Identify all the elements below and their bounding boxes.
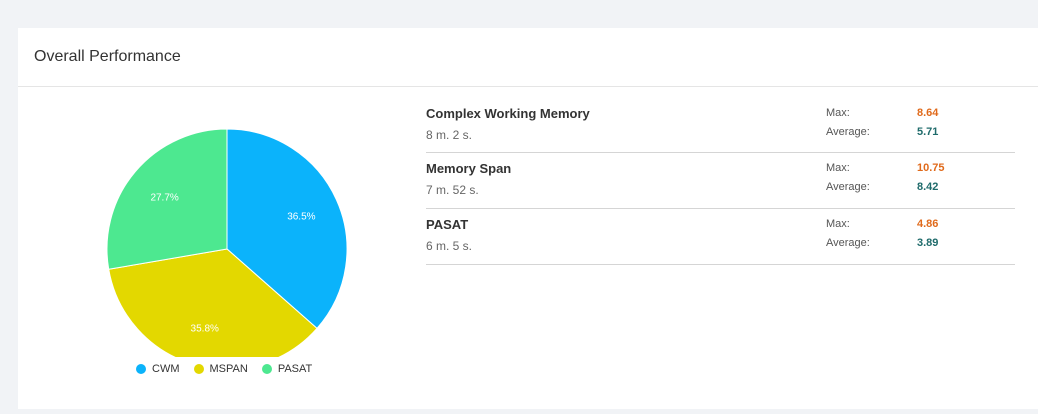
pie-chart: 36.5% 35.8% 27.7%	[106, 128, 348, 357]
test-name: Memory Span	[426, 161, 512, 176]
overall-performance-panel: Overall Performance 36.5% 35.8% 27.7% CWM …	[18, 28, 1038, 409]
test-row-mspan: Memory Span 7 m. 52 s. Max: 10.75 Averag…	[426, 153, 1015, 209]
pie-label-mspan: 35.8%	[191, 324, 219, 335]
max-label: Max:	[826, 218, 850, 230]
legend-label-mspan: MSPAN	[209, 363, 248, 375]
panel-header: Overall Performance	[18, 28, 1038, 87]
average-value: 8.42	[917, 181, 939, 193]
pie-label-pasat: 27.7%	[150, 192, 178, 203]
test-duration: 8 m. 2 s.	[426, 128, 473, 142]
average-label: Average:	[826, 181, 870, 193]
test-duration: 6 m. 5 s.	[426, 239, 473, 253]
average-value: 5.71	[917, 126, 939, 138]
legend-dot-pasat	[261, 364, 272, 374]
max-label: Max:	[826, 107, 850, 119]
pie-slice-mspan[interactable]	[108, 248, 318, 357]
legend-dot-cwm	[136, 364, 146, 374]
legend-label-pasat: PASAT	[277, 363, 313, 375]
legend-label-cwm: CWM	[152, 363, 180, 375]
test-name: PASAT	[426, 217, 469, 232]
test-name: Complex Working Memory	[426, 106, 590, 121]
test-row-cwm: Complex Working Memory 8 m. 2 s. Max: 8.…	[426, 98, 1015, 153]
legend-item-pasat[interactable]: PASAT	[261, 363, 313, 375]
max-label: Max:	[826, 162, 850, 174]
test-summary-list: Complex Working Memory 8 m. 2 s. Max: 8.…	[426, 98, 1015, 265]
average-label: Average:	[826, 126, 870, 138]
legend-item-mspan[interactable]: MSPAN	[193, 363, 248, 375]
test-duration: 7 m. 52 s.	[426, 183, 479, 197]
average-label: Average:	[826, 237, 870, 249]
test-row-pasat: PASAT 6 m. 5 s. Max: 4.86 Average: 3.89	[426, 209, 1015, 265]
max-value: 8.64	[917, 107, 939, 119]
pie-slice-pasat[interactable]	[106, 128, 228, 270]
panel-title: Overall Performance	[34, 48, 181, 65]
max-value: 4.86	[917, 218, 939, 230]
pie-label-cwm: 36.5%	[287, 211, 315, 222]
average-value: 3.89	[917, 237, 939, 249]
legend-dot-mspan	[193, 364, 204, 374]
legend-item-cwm[interactable]: CWM	[136, 363, 180, 375]
max-value: 10.75	[917, 162, 945, 174]
pie-slice-cwm[interactable]	[226, 128, 348, 330]
chart-legend: CWM MSPAN PASAT	[136, 363, 326, 375]
pie-chart-container: 36.5% 35.8% 27.7% CWM MSPAN PASAT	[18, 87, 438, 409]
